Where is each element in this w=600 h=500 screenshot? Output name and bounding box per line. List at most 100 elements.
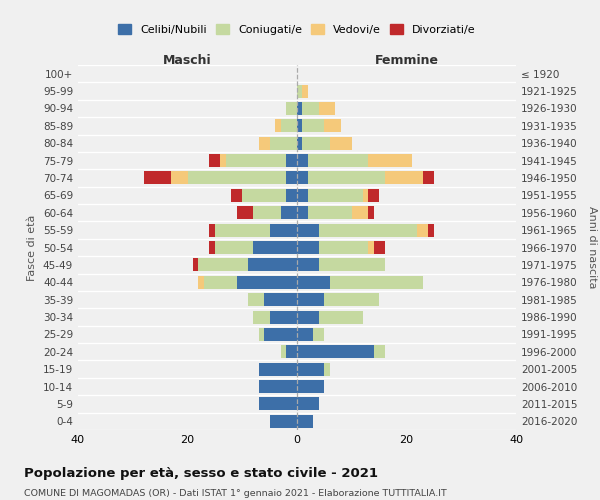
Bar — [259, 380, 297, 393]
Bar — [264, 328, 297, 341]
Bar — [297, 154, 308, 167]
Bar — [269, 224, 297, 236]
Bar — [319, 241, 368, 254]
Bar — [297, 293, 325, 306]
Bar — [374, 241, 385, 254]
Bar — [286, 189, 297, 202]
Bar — [204, 276, 237, 289]
Bar — [313, 328, 325, 341]
Bar — [297, 328, 313, 341]
Bar — [368, 189, 379, 202]
Bar — [325, 293, 379, 306]
Bar — [368, 206, 374, 220]
Bar — [330, 136, 352, 149]
Bar — [209, 241, 215, 254]
Bar — [302, 136, 330, 149]
Bar — [362, 189, 368, 202]
Y-axis label: Anni di nascita: Anni di nascita — [587, 206, 597, 289]
Bar — [275, 120, 281, 132]
Bar — [302, 102, 319, 115]
Bar — [171, 172, 187, 184]
Bar — [319, 224, 418, 236]
Bar — [144, 172, 171, 184]
Bar — [286, 172, 297, 184]
Bar — [325, 120, 341, 132]
Bar — [374, 346, 385, 358]
Bar — [297, 172, 308, 184]
Bar — [297, 120, 302, 132]
Bar — [259, 328, 264, 341]
Bar — [319, 310, 362, 324]
Bar — [297, 136, 302, 149]
Text: Femmine: Femmine — [374, 54, 439, 66]
Bar — [209, 154, 220, 167]
Bar — [248, 258, 297, 272]
Bar — [264, 293, 297, 306]
Bar — [232, 189, 242, 202]
Bar — [297, 206, 308, 220]
Bar — [259, 362, 297, 376]
Bar — [297, 276, 330, 289]
Bar — [297, 189, 308, 202]
Bar — [209, 224, 215, 236]
Bar — [319, 102, 335, 115]
Bar — [308, 206, 352, 220]
Bar — [199, 276, 204, 289]
Bar — [297, 241, 319, 254]
Bar — [226, 154, 286, 167]
Legend: Celibi/Nubili, Coniugati/e, Vedovi/e, Divorziati/e: Celibi/Nubili, Coniugati/e, Vedovi/e, Di… — [114, 20, 480, 39]
Bar — [237, 276, 297, 289]
Bar — [259, 136, 269, 149]
Bar — [428, 224, 434, 236]
Bar — [253, 241, 297, 254]
Bar — [187, 172, 286, 184]
Bar — [385, 172, 423, 184]
Bar — [297, 398, 319, 410]
Bar — [297, 380, 325, 393]
Bar — [237, 206, 253, 220]
Bar — [325, 362, 330, 376]
Bar — [199, 258, 248, 272]
Bar — [308, 154, 368, 167]
Bar — [297, 258, 319, 272]
Bar — [368, 154, 412, 167]
Bar — [319, 258, 385, 272]
Bar — [352, 206, 368, 220]
Bar — [259, 398, 297, 410]
Bar — [308, 189, 362, 202]
Y-axis label: Fasce di età: Fasce di età — [28, 214, 37, 280]
Bar — [193, 258, 199, 272]
Bar — [269, 415, 297, 428]
Bar — [215, 241, 253, 254]
Bar — [215, 224, 269, 236]
Bar — [302, 120, 325, 132]
Bar — [297, 346, 374, 358]
Bar — [281, 120, 297, 132]
Bar — [253, 310, 269, 324]
Bar — [297, 310, 319, 324]
Bar — [297, 415, 313, 428]
Bar — [281, 346, 286, 358]
Bar — [418, 224, 428, 236]
Bar — [242, 189, 286, 202]
Bar — [253, 206, 281, 220]
Bar — [297, 362, 325, 376]
Bar — [286, 102, 297, 115]
Text: Popolazione per età, sesso e stato civile - 2021: Popolazione per età, sesso e stato civil… — [24, 468, 378, 480]
Bar — [297, 102, 302, 115]
Bar — [269, 136, 297, 149]
Bar — [302, 84, 308, 98]
Bar — [423, 172, 434, 184]
Bar — [220, 154, 226, 167]
Bar — [281, 206, 297, 220]
Bar — [248, 293, 264, 306]
Bar — [297, 224, 319, 236]
Bar — [368, 241, 374, 254]
Bar — [330, 276, 423, 289]
Text: COMUNE DI MAGOMADAS (OR) - Dati ISTAT 1° gennaio 2021 - Elaborazione TUTTITALIA.: COMUNE DI MAGOMADAS (OR) - Dati ISTAT 1°… — [24, 489, 447, 498]
Bar — [286, 346, 297, 358]
Bar — [297, 84, 302, 98]
Bar — [308, 172, 385, 184]
Bar — [269, 310, 297, 324]
Bar — [286, 154, 297, 167]
